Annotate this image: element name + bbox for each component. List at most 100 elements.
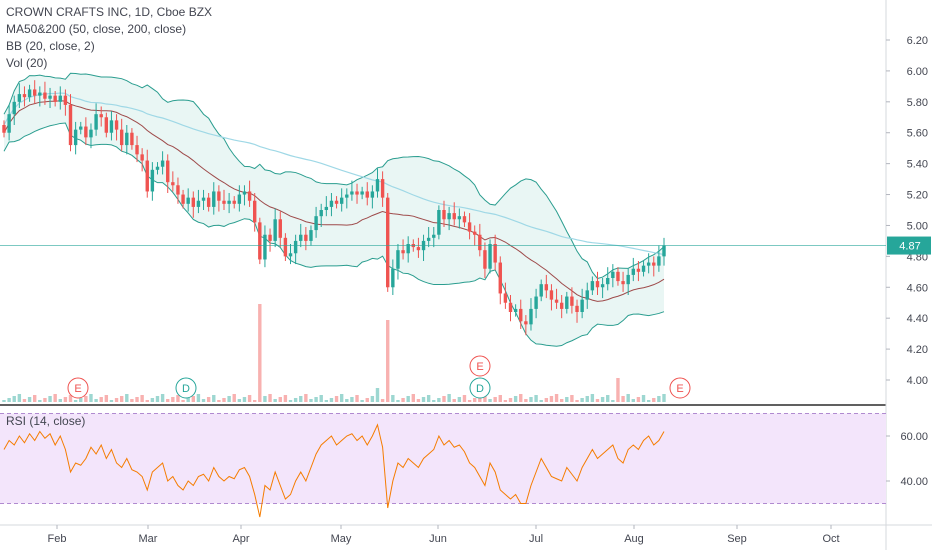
candle-body [288, 253, 293, 257]
event-marker-label: E [476, 361, 483, 373]
volume-bar [324, 400, 329, 402]
candle-body [339, 197, 344, 204]
volume-bar [212, 395, 216, 402]
candle-body [426, 237, 431, 241]
candle-body [534, 296, 538, 309]
volume-bar [217, 400, 221, 402]
event-marker-circle [67, 377, 89, 399]
candle-body [539, 284, 543, 297]
volume-bar [130, 399, 134, 402]
volume-bar [641, 395, 646, 402]
volume-bar [247, 395, 252, 402]
candle-body [135, 145, 139, 155]
volume-bar [483, 394, 487, 402]
candle-body [232, 200, 236, 204]
volume-bar [508, 398, 513, 402]
candle-body [442, 210, 446, 220]
dividend-event-marker[interactable]: D [469, 377, 491, 399]
candle-body [370, 191, 375, 198]
candle-body [242, 191, 247, 195]
volume-bar [457, 397, 462, 402]
volume-bar [293, 398, 298, 402]
ma-indicator-label[interactable]: MA50&200 (50, close, 200, close) [6, 22, 187, 36]
candle-body [32, 89, 37, 96]
volume-bar [549, 396, 554, 402]
candle-body [386, 197, 390, 288]
time-axis-label: Jun [429, 533, 447, 545]
candle-body [89, 129, 93, 138]
volume-bar [299, 396, 303, 402]
volume-bar [319, 395, 323, 402]
price-axis-label: 5.80 [907, 97, 928, 109]
earnings-event-marker[interactable]: E [669, 377, 691, 399]
volume-bar [314, 397, 318, 402]
candle-body [652, 262, 656, 266]
candle-body [472, 231, 477, 235]
volume-bar [631, 399, 636, 402]
volume-bar [109, 400, 114, 402]
candle-body [222, 200, 226, 204]
volume-bar [43, 398, 47, 402]
candle-body [503, 293, 508, 303]
candle-body [160, 160, 165, 167]
bollinger-lower-line [3, 122, 665, 347]
candle-body [212, 191, 216, 207]
time-axis-label: Apr [232, 533, 249, 545]
event-marker-circle [175, 377, 197, 399]
candle-body [559, 302, 564, 309]
candle-body [416, 247, 421, 251]
volume-bar [519, 394, 523, 402]
candle-body [365, 191, 369, 198]
candle-body [176, 185, 180, 195]
volume-bar [48, 396, 52, 402]
price-axis-label: 5.60 [907, 128, 928, 140]
candle-body [79, 126, 83, 130]
earnings-event-marker[interactable]: E [469, 355, 491, 377]
candle-body [48, 95, 52, 99]
volume-bar [386, 320, 390, 402]
volume-bar [432, 400, 436, 402]
candle-body [529, 308, 533, 325]
candle-body [293, 240, 298, 254]
candle-body [304, 234, 308, 241]
candle-body [145, 160, 149, 192]
dividend-event-marker[interactable]: D [175, 377, 197, 399]
candle-body [662, 245, 666, 257]
candle-body [565, 296, 569, 309]
candle-body [171, 182, 175, 186]
volume-bar [155, 396, 160, 402]
candle-body [273, 219, 277, 241]
candle-body [201, 197, 206, 201]
candle-body [488, 244, 492, 269]
volume-bar [657, 396, 661, 402]
volume-bar [365, 398, 369, 402]
earnings-event-marker[interactable]: E [67, 377, 89, 399]
volume-bar [513, 396, 518, 402]
candle-body [616, 271, 620, 282]
volume-bar [160, 394, 165, 402]
event-marker-circle [469, 355, 491, 377]
volume-bar [595, 399, 600, 402]
candle-body [375, 179, 380, 192]
volume-bar [79, 398, 83, 402]
candle-body [621, 281, 625, 285]
volume-indicator-label[interactable]: Vol (20) [6, 56, 48, 70]
symbol-title[interactable]: CROWN CRAFTS INC, 1D, Cboe BZX [6, 5, 213, 19]
volume-bar [493, 397, 497, 402]
volume-bar [580, 398, 584, 402]
candle-body [73, 129, 78, 146]
volume-bar [544, 398, 549, 402]
volume-bar [611, 400, 615, 402]
volume-bar [278, 397, 282, 402]
volume-bar [559, 399, 564, 402]
bb-indicator-label[interactable]: BB (20, close, 2) [6, 39, 95, 53]
candle-body [513, 308, 518, 312]
candle-body [68, 104, 73, 146]
event-marker-circle [469, 377, 491, 399]
candle-body [278, 219, 282, 238]
time-axis-label: Mar [139, 533, 158, 545]
volume-bar [27, 397, 32, 402]
rsi-indicator-label[interactable]: RSI (14, close) [6, 414, 86, 428]
candle-body [493, 244, 497, 263]
